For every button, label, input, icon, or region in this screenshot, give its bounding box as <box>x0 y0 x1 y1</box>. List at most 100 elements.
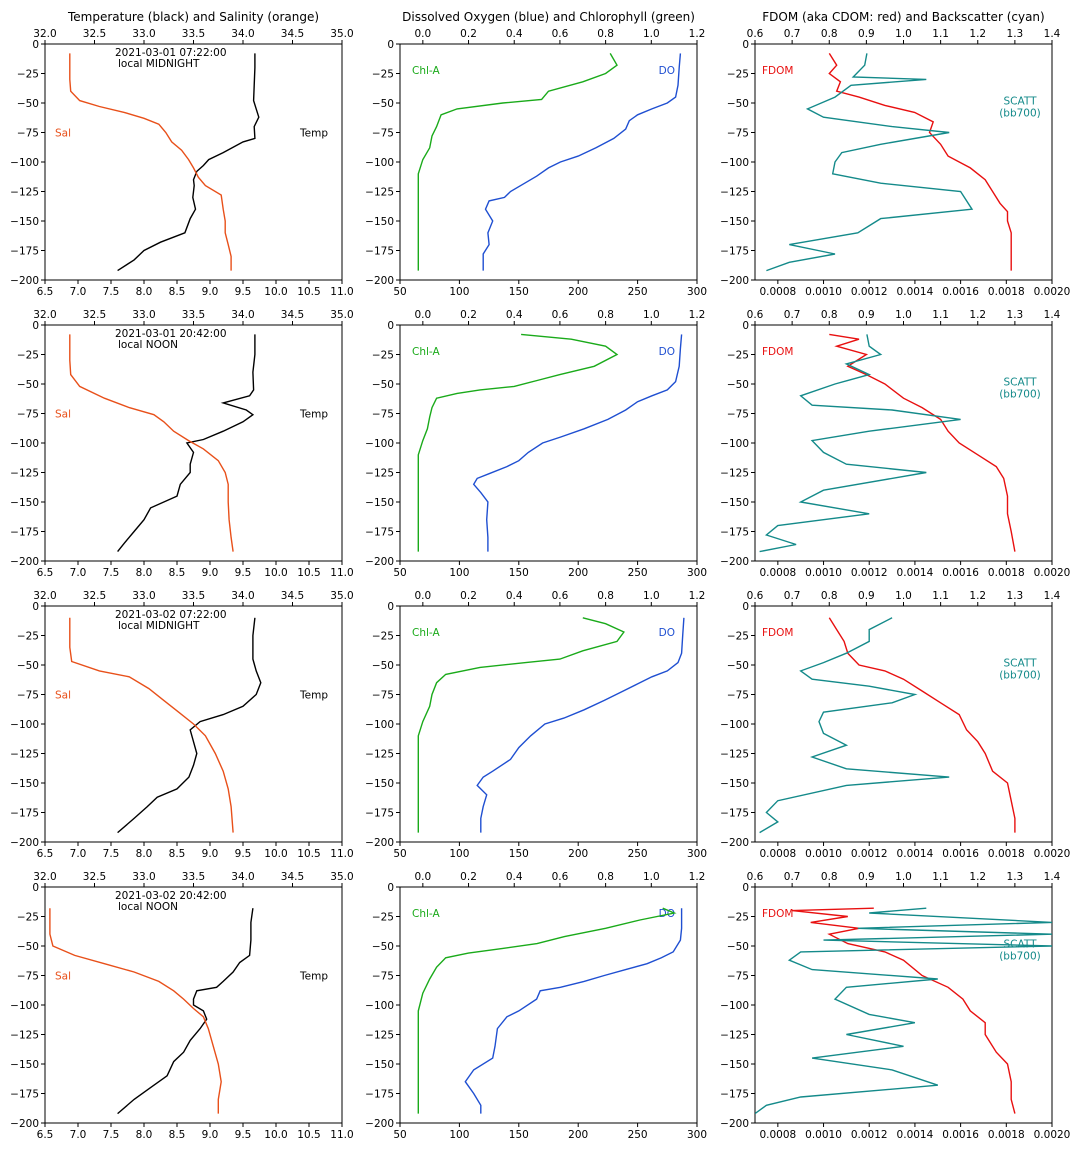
series-label-sal: Sal <box>55 690 71 702</box>
top-tick-label: 0.7 <box>784 28 801 40</box>
local-time-label: local MIDNIGHT <box>118 58 200 70</box>
bottom-tick-label: 150 <box>509 286 529 298</box>
top-tick-label: 0.8 <box>821 871 838 883</box>
top-tick-label: 1.2 <box>969 309 986 321</box>
y-tick-label: −200 <box>365 556 394 568</box>
series-line-temp <box>117 908 254 1115</box>
panel-r2-c2: 50 100 150 200 250 300 0.0 0.2 0.4 0.6 0.8 1.0 1.2 0 −… <box>365 309 707 579</box>
bottom-tick-label: 0.0008 <box>759 848 796 860</box>
bottom-tick-label: 0.0020 <box>1034 1129 1071 1141</box>
series-line-chl <box>417 907 677 1114</box>
top-tick-label: 34.5 <box>281 871 304 883</box>
top-tick-label: 0.4 <box>506 871 523 883</box>
top-tick-label: 1.2 <box>689 309 706 321</box>
bottom-tick-label: 0.0014 <box>897 848 934 860</box>
top-tick-label: 0.6 <box>552 590 569 602</box>
y-tick-label: −150 <box>720 778 749 790</box>
y-tick-label: −50 <box>372 98 394 110</box>
bottom-tick-label: 0.0012 <box>851 567 888 579</box>
top-tick-label: 33.5 <box>182 309 205 321</box>
y-tick-label: −75 <box>372 409 394 421</box>
top-tick-label: 1.4 <box>1044 309 1061 321</box>
series-line-fdom <box>828 617 1016 833</box>
bottom-tick-label: 11.0 <box>330 848 353 860</box>
bottom-tick-label: 6.5 <box>37 286 54 298</box>
top-tick-label: 32.5 <box>83 871 106 883</box>
bottom-tick-label: 0.0016 <box>942 567 979 579</box>
top-tick-label: 32.0 <box>33 871 56 883</box>
bottom-tick-label: 11.0 <box>330 1129 353 1141</box>
y-tick-label: −50 <box>372 660 394 672</box>
top-tick-label: 33.5 <box>182 871 205 883</box>
panel-r4-c1: 6.5 7.0 7.5 8.0 8.5 9.0 9.5 10.0 10.5 11.0 32.0 32.… <box>10 871 354 1141</box>
bottom-tick-label: 8.5 <box>169 286 186 298</box>
bottom-tick-label: 250 <box>628 1129 648 1141</box>
bottom-tick-label: 9.5 <box>235 1129 252 1141</box>
top-tick-label: 0.8 <box>821 28 838 40</box>
top-tick-label: 0.0 <box>414 871 431 883</box>
top-tick-label: 0.6 <box>552 309 569 321</box>
series-label-chl: Chl-A <box>412 346 440 358</box>
y-tick-label: −175 <box>365 1089 394 1101</box>
top-tick-label: 32.5 <box>83 28 106 40</box>
series-line-do <box>482 53 682 271</box>
bottom-tick-label: 250 <box>628 848 648 860</box>
bottom-tick-label: 0.0020 <box>1034 286 1071 298</box>
y-tick-label: 0 <box>387 601 394 613</box>
top-tick-label: 0.9 <box>858 871 875 883</box>
top-tick-label: 35.0 <box>330 309 353 321</box>
bottom-tick-label: 9.5 <box>235 848 252 860</box>
top-tick-label: 0.2 <box>460 590 477 602</box>
bottom-tick-label: 7.5 <box>103 286 120 298</box>
y-tick-label: −50 <box>17 660 39 672</box>
y-tick-label: −175 <box>10 246 39 258</box>
bottom-tick-label: 0.0018 <box>988 567 1025 579</box>
bottom-tick-label: 10.0 <box>264 567 287 579</box>
bottom-tick-label: 100 <box>449 567 469 579</box>
timestamp-label: 2021-03-01 07:22:00 <box>115 47 227 59</box>
top-tick-label: 34.0 <box>231 28 254 40</box>
series-line-scatt <box>759 334 961 553</box>
y-tick-label: −175 <box>365 808 394 820</box>
timestamp-label: 2021-03-02 07:22:00 <box>115 609 227 621</box>
top-tick-label: 0.8 <box>597 309 614 321</box>
bottom-tick-label: 250 <box>628 567 648 579</box>
top-tick-label: 1.3 <box>1007 590 1024 602</box>
panel-r4-c2: 50 100 150 200 250 300 0.0 0.2 0.4 0.6 0.8 1.0 1.2 0 −… <box>365 871 707 1141</box>
top-tick-label: 33.5 <box>182 28 205 40</box>
top-tick-label: 0.4 <box>506 590 523 602</box>
y-tick-label: −75 <box>727 409 749 421</box>
series-label-temp: Temp <box>299 971 328 983</box>
local-time-label: local NOON <box>118 339 178 351</box>
top-tick-label: 0.9 <box>858 590 875 602</box>
y-tick-label: −150 <box>10 216 39 228</box>
top-tick-label: 0.6 <box>747 871 764 883</box>
bottom-tick-label: 7.0 <box>70 848 87 860</box>
y-tick-label: −25 <box>17 631 39 643</box>
top-tick-label: 1.0 <box>895 28 912 40</box>
panel-r1-c3: 0.0008 0.0010 0.0012 0.0014 0.0016 0.0018 0.00… <box>720 28 1070 298</box>
y-tick-label: 0 <box>742 601 749 613</box>
top-tick-label: 0.6 <box>552 871 569 883</box>
y-tick-label: −200 <box>365 275 394 287</box>
top-tick-label: 34.5 <box>281 590 304 602</box>
top-tick-label: 34.5 <box>281 28 304 40</box>
y-tick-label: −50 <box>372 941 394 953</box>
y-tick-label: −175 <box>365 527 394 539</box>
y-tick-label: −100 <box>365 157 394 169</box>
series-line-chl <box>417 53 618 271</box>
series-line-temp <box>117 617 262 834</box>
bottom-tick-label: 0.0012 <box>851 286 888 298</box>
bottom-tick-label: 10.5 <box>297 848 320 860</box>
y-tick-label: −50 <box>727 941 749 953</box>
y-tick-label: 0 <box>32 882 39 894</box>
y-tick-label: −100 <box>10 1000 39 1012</box>
bottom-tick-label: 150 <box>509 567 529 579</box>
bottom-tick-label: 300 <box>687 286 707 298</box>
column-title-3: FDOM (aka CDOM: red) and Backscatter (cy… <box>762 10 1044 24</box>
bottom-tick-label: 8.0 <box>136 848 153 860</box>
top-tick-label: 1.4 <box>1044 590 1061 602</box>
bottom-tick-label: 0.0010 <box>805 1129 842 1141</box>
bottom-tick-label: 250 <box>628 286 648 298</box>
y-tick-label: 0 <box>32 39 39 51</box>
